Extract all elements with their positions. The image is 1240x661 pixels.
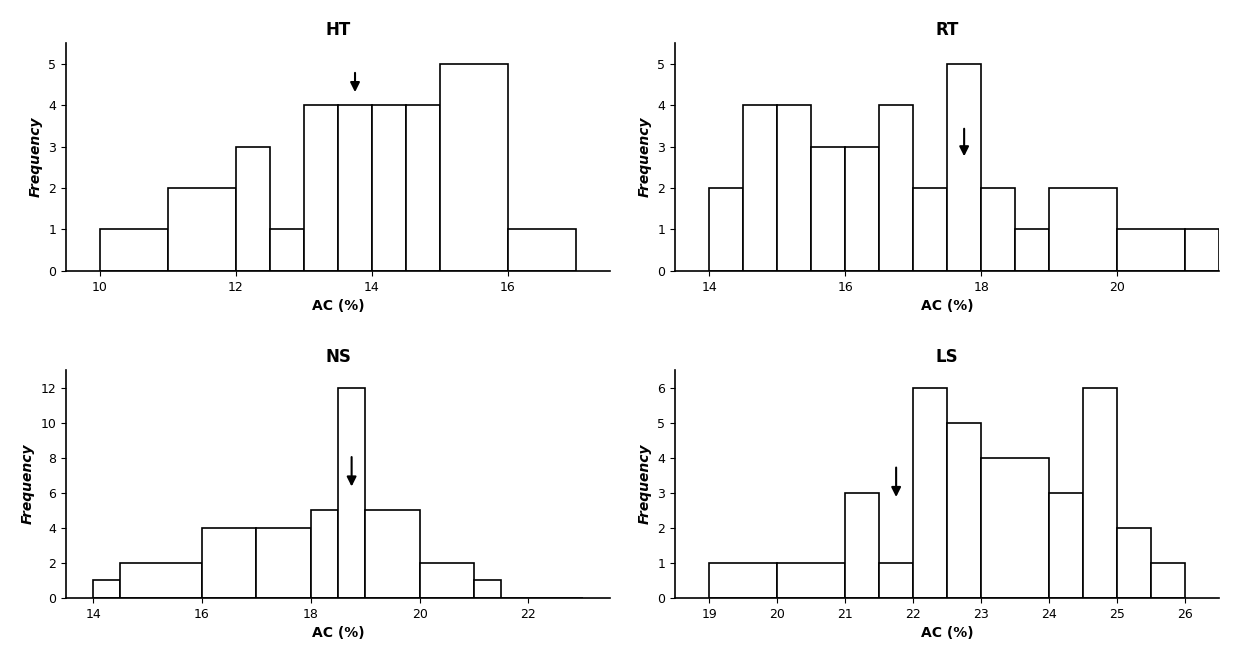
Bar	[1151, 563, 1185, 598]
Bar	[1117, 528, 1151, 598]
Y-axis label: Frequency: Frequency	[29, 117, 42, 197]
Bar	[1084, 388, 1117, 598]
Bar	[981, 458, 1049, 598]
Bar	[981, 188, 1016, 271]
Bar	[372, 105, 405, 271]
Bar	[846, 493, 879, 598]
Bar	[743, 105, 777, 271]
Bar	[236, 147, 270, 271]
Bar	[777, 105, 811, 271]
Bar	[440, 64, 508, 271]
Bar	[1049, 493, 1084, 598]
Bar	[811, 147, 846, 271]
Bar	[366, 510, 419, 598]
Title: RT: RT	[935, 21, 959, 39]
Bar	[1117, 229, 1185, 271]
Bar	[270, 229, 304, 271]
Bar	[913, 388, 947, 598]
Bar	[508, 229, 577, 271]
X-axis label: AC (%): AC (%)	[311, 299, 365, 313]
Bar	[947, 64, 981, 271]
Bar	[167, 188, 236, 271]
Bar	[120, 563, 202, 598]
Y-axis label: Frequency: Frequency	[21, 444, 35, 524]
Bar	[1185, 229, 1219, 271]
Title: HT: HT	[325, 21, 351, 39]
Bar	[913, 188, 947, 271]
Bar	[93, 580, 120, 598]
Bar	[474, 580, 501, 598]
Bar	[405, 105, 440, 271]
Bar	[777, 563, 846, 598]
Bar	[879, 563, 913, 598]
Bar	[709, 563, 777, 598]
X-axis label: AC (%): AC (%)	[921, 299, 973, 313]
Bar	[419, 563, 474, 598]
Bar	[709, 188, 743, 271]
Bar	[947, 423, 981, 598]
Bar	[1049, 188, 1117, 271]
Bar	[1016, 229, 1049, 271]
Title: LS: LS	[936, 348, 959, 366]
X-axis label: AC (%): AC (%)	[921, 626, 973, 640]
Bar	[339, 388, 366, 598]
Y-axis label: Frequency: Frequency	[637, 117, 652, 197]
Y-axis label: Frequency: Frequency	[637, 444, 652, 524]
X-axis label: AC (%): AC (%)	[311, 626, 365, 640]
Bar	[311, 510, 339, 598]
Bar	[879, 105, 913, 271]
Bar	[304, 105, 339, 271]
Title: NS: NS	[325, 348, 351, 366]
Bar	[202, 528, 257, 598]
Bar	[257, 528, 311, 598]
Bar	[100, 229, 167, 271]
Bar	[339, 105, 372, 271]
Bar	[846, 147, 879, 271]
